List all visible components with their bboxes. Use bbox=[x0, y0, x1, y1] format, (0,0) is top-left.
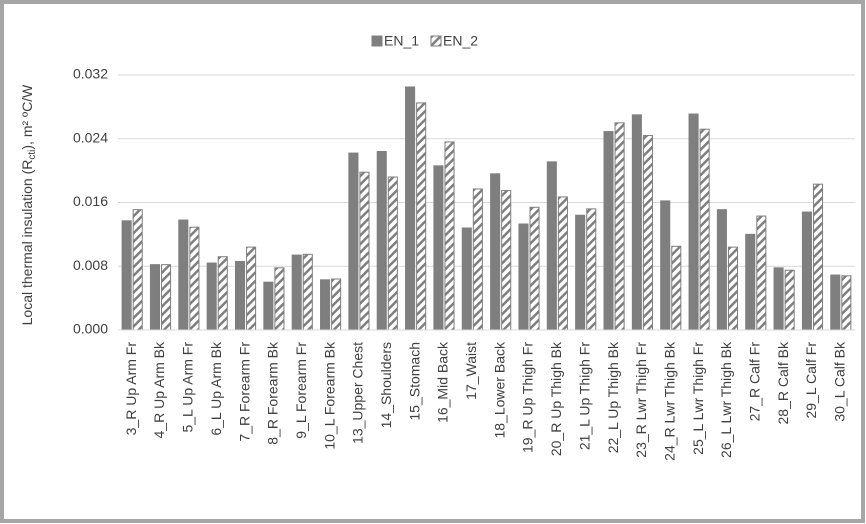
x-tick-label: 30_L Calf Bk bbox=[832, 341, 848, 422]
bar bbox=[784, 269, 795, 331]
bar bbox=[812, 183, 824, 331]
bar bbox=[416, 102, 427, 331]
bar bbox=[575, 214, 586, 331]
x-tick-label: 26_L Lwr Thigh Bk bbox=[718, 341, 734, 458]
y-axis-label: Local thermal insulation (Rcti), m² ºC/W bbox=[19, 84, 38, 326]
x-tick-label: 13_Upper Chest bbox=[350, 342, 366, 444]
bar bbox=[614, 122, 625, 331]
y-tick-label: 0.000 bbox=[73, 321, 108, 337]
x-tick-label: 5_L Up Arm Fr bbox=[180, 342, 196, 433]
bar bbox=[376, 151, 387, 331]
x-tick-label: 10_L Forearm Bk bbox=[321, 341, 337, 450]
x-tick-label: 6_L Up Arm Bk bbox=[208, 341, 224, 436]
bar bbox=[546, 161, 557, 331]
bar bbox=[291, 254, 302, 331]
bar bbox=[671, 245, 682, 331]
x-tick-label: 8_R Forearm Bk bbox=[265, 341, 281, 445]
x-tick-label: 21_L Up Thigh Fr bbox=[576, 342, 592, 451]
bar bbox=[631, 114, 642, 331]
bar bbox=[149, 264, 161, 331]
bar bbox=[121, 220, 132, 331]
bar bbox=[557, 196, 568, 331]
bar bbox=[217, 256, 228, 331]
x-tick-label: 20_R Up Thigh Bk bbox=[548, 341, 564, 456]
bar bbox=[444, 141, 455, 331]
bar bbox=[302, 253, 313, 331]
legend-label: EN_1 bbox=[384, 33, 419, 49]
bar bbox=[206, 262, 217, 331]
x-tick-label: 28_R Calf Bk bbox=[775, 341, 791, 424]
y-tick-label: 0.008 bbox=[73, 257, 108, 273]
x-tick-label: 7_R Forearm Fr bbox=[236, 342, 252, 442]
bar bbox=[699, 128, 710, 331]
x-tick-label: 4_R Up Arm Bk bbox=[151, 341, 167, 438]
x-tick-label: 29_L Calf Fr bbox=[803, 342, 819, 419]
bar bbox=[387, 176, 398, 331]
bar bbox=[716, 209, 727, 331]
bar bbox=[727, 246, 739, 331]
x-tick-label: 15_Stomach bbox=[406, 342, 422, 421]
x-tick-label: 22_L Up Thigh Bk bbox=[605, 341, 621, 453]
bar bbox=[359, 171, 370, 331]
x-tick-label: 23_R Lwr Thigh Fr bbox=[633, 342, 649, 458]
bar bbox=[234, 260, 246, 331]
bar bbox=[132, 209, 143, 331]
legend-swatch bbox=[430, 35, 442, 47]
bar bbox=[642, 135, 653, 331]
x-tick-label: 14_Shoulders bbox=[378, 342, 394, 428]
x-tick-label: 25_L Lwr Thigh Fr bbox=[690, 342, 706, 455]
bar bbox=[178, 219, 189, 331]
bar bbox=[688, 113, 699, 331]
bar bbox=[331, 278, 342, 331]
bar bbox=[756, 215, 767, 331]
bar bbox=[246, 246, 257, 331]
y-tick-label: 0.016 bbox=[73, 193, 108, 209]
bar bbox=[348, 152, 359, 331]
bar bbox=[745, 233, 756, 331]
bar bbox=[189, 226, 200, 331]
bar bbox=[320, 279, 331, 331]
x-tick-label: 18_Lower Back bbox=[491, 341, 507, 439]
x-tick-label: 24_R Lwr Thigh Bk bbox=[661, 341, 677, 461]
x-tick-label: 16_Mid Back bbox=[435, 341, 451, 423]
bar bbox=[801, 211, 812, 331]
bar bbox=[263, 281, 274, 331]
bar bbox=[586, 208, 597, 331]
legend-label: EN_2 bbox=[443, 33, 478, 49]
bar bbox=[405, 86, 416, 331]
x-tick-label: 9_L Forearm Fr bbox=[293, 342, 309, 439]
y-tick-label: 0.032 bbox=[73, 66, 108, 82]
bar bbox=[472, 188, 483, 331]
x-tick-label: 17_Waist bbox=[463, 342, 479, 400]
bar bbox=[433, 165, 444, 331]
bar bbox=[274, 267, 285, 331]
bar bbox=[490, 173, 501, 331]
x-tick-label: 3_R Up Arm Fr bbox=[123, 342, 139, 436]
bar bbox=[830, 274, 841, 331]
y-label-text: ), m² ºC/W bbox=[19, 84, 35, 150]
y-label-sub: cti bbox=[27, 150, 38, 160]
legend-swatch bbox=[371, 35, 383, 47]
bar bbox=[161, 264, 172, 331]
bar bbox=[461, 227, 472, 331]
y-label-text: Local thermal insulation (R bbox=[19, 160, 35, 326]
bar bbox=[518, 223, 529, 331]
y-tick-label: 0.024 bbox=[73, 129, 108, 145]
bar bbox=[773, 267, 784, 331]
bar bbox=[660, 200, 671, 331]
bar bbox=[529, 206, 540, 331]
x-tick-label: 27_R Calf Fr bbox=[746, 342, 762, 422]
bar bbox=[841, 275, 852, 331]
bar bbox=[603, 131, 614, 331]
bar bbox=[501, 190, 512, 331]
x-tick-label: 19_R Up Thigh Fr bbox=[520, 342, 536, 453]
